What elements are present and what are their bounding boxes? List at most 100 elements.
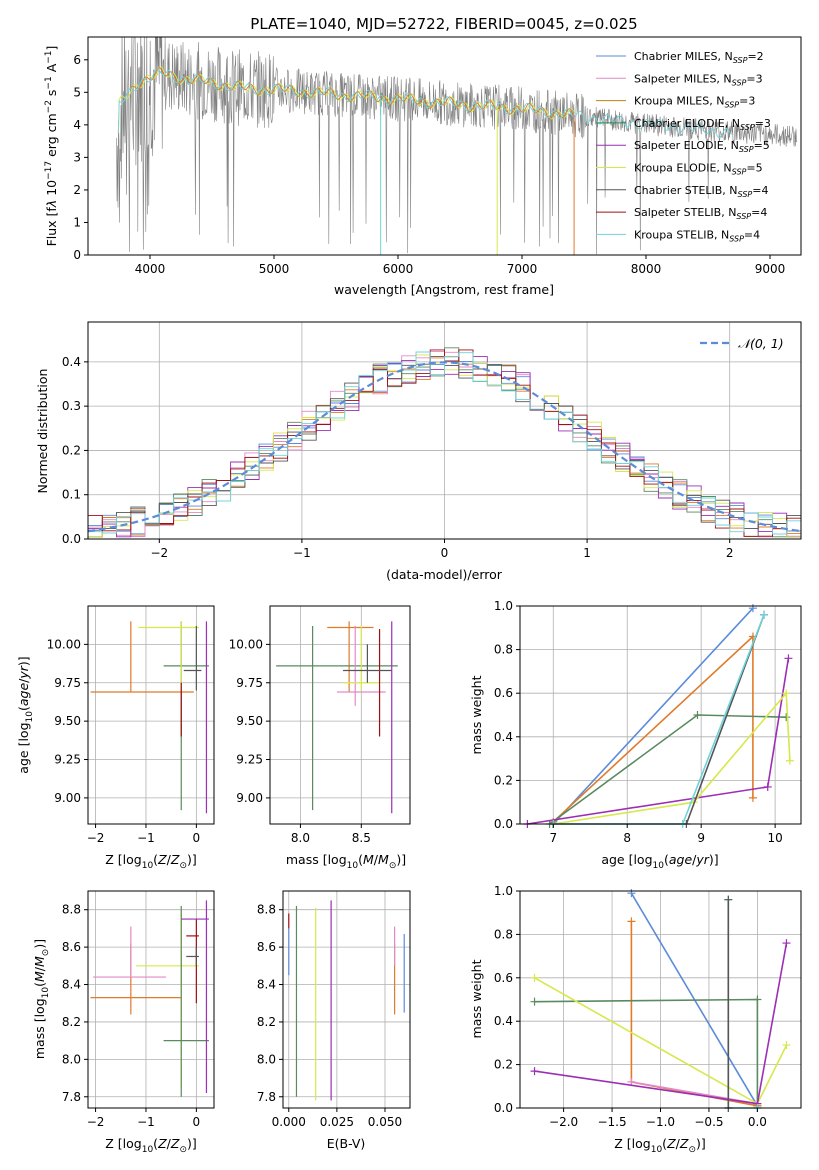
x-tick-label: 0.025 bbox=[320, 1115, 354, 1129]
massweight-vs-age-panel: 7 8 9 10 0.0 0.2 0.4 0.6 0.8 1.0 age [log10(age/y… bbox=[469, 599, 802, 871]
residuals-legend: 𝒩(0, 1) bbox=[700, 336, 784, 351]
mass-weight-line-green bbox=[534, 998, 759, 1108]
mass-weight-point-green bbox=[530, 997, 539, 1006]
x-tick-label: 8.0 bbox=[291, 831, 310, 845]
mass-weight-point-salpeter_elodie bbox=[530, 1067, 539, 1076]
mass-weight-point-orange bbox=[627, 917, 636, 926]
massweight-vs-age-grid bbox=[520, 605, 801, 825]
age-vs-mass-xlabel: mass [log10(M/M⊙)] bbox=[286, 852, 406, 871]
mass-weight-line-kroupa_stelib bbox=[727, 899, 758, 1109]
y-tick-label: 9.75 bbox=[54, 676, 81, 690]
massweight-vs-z-panel: −2.0 −1.5 −1.0 −0.5 0.0 0.0 0.2 0.4 0.6 0.8 1.0 Z … bbox=[469, 884, 802, 1155]
mass-vs-ebv-errorbars bbox=[288, 900, 405, 1101]
age-vs-z-axes-frame bbox=[87, 605, 215, 825]
y-tick-label: 8.0 bbox=[62, 1052, 81, 1066]
spectrum-clipped-group bbox=[116, 37, 798, 255]
x-tick-label: 7 bbox=[549, 831, 557, 845]
y-tick-label: 6 bbox=[73, 53, 81, 67]
y-tick-label: 8.8 bbox=[62, 903, 81, 917]
mass-vs-z-ylabel: mass [log10(M/M⊙)] bbox=[32, 939, 51, 1059]
x-tick-label: 2 bbox=[726, 546, 734, 560]
spectrum-ylabel: Flux [fλ 10−17 erg cm−2 s−1 A−1] bbox=[44, 46, 59, 247]
mass-weight-point-chabrier_stelib bbox=[724, 895, 733, 904]
age-vs-z-ticks: −2 −1 0 9.00 9.25 9.50 9.75 10.00 bbox=[47, 637, 201, 845]
mass-weight-line-orange bbox=[630, 921, 758, 1107]
y-tick-label: 0.2 bbox=[494, 773, 513, 787]
x-tick-label: −2 bbox=[87, 831, 105, 845]
legend-count: =3 bbox=[739, 95, 755, 108]
mass-vs-z-errorbars bbox=[90, 900, 209, 1097]
mass-weight-line-chabrier_miles bbox=[552, 607, 754, 825]
y-tick-label: 4 bbox=[73, 118, 81, 132]
mass-weight-line-green bbox=[549, 714, 787, 825]
x-tick-label: 6000 bbox=[383, 262, 414, 276]
legend-subscript: SSP bbox=[729, 234, 744, 243]
mass-vs-z-grid bbox=[88, 891, 214, 1108]
spectrum-title: PLATE=1040, MJD=52722, FIBERID=0045, z=0… bbox=[250, 15, 637, 33]
gaussian-legend-label: 𝒩(0, 1) bbox=[738, 336, 784, 351]
x-tick-label: 0 bbox=[193, 831, 201, 845]
legend-label-kroupa_miles: Kroupa MILES, NSSP=3 bbox=[634, 95, 755, 110]
mass-weight-point-salpeter_elodie bbox=[763, 782, 772, 791]
residuals-ticks: −2 −1 0 1 2 0.0 0.1 0.2 0.3 0.4 bbox=[62, 355, 734, 560]
age-vs-mass-panel: 8.0 8.5 9.00 9.25 9.50 9.75 10.00 mass [log10(… bbox=[229, 605, 411, 871]
mass-weight-point-kroupa_elodie bbox=[530, 973, 539, 982]
spectrum-panel: PLATE=1040, MJD=52722, FIBERID=0045, z=0… bbox=[44, 15, 802, 297]
x-tick-label: 0 bbox=[193, 1115, 201, 1129]
spectrum-legend: Chabrier MILES, NSSP=2 Salpeter MILES, NS… bbox=[596, 50, 771, 243]
age-vs-z-xlabel: Z [log10(Z/Z⊙)] bbox=[105, 852, 197, 871]
y-tick-label: 0.3 bbox=[62, 399, 81, 413]
x-tick-label: −0.5 bbox=[694, 1115, 723, 1129]
x-tick-label: 0 bbox=[441, 546, 449, 560]
x-tick-label: 9000 bbox=[755, 262, 786, 276]
age-vs-mass-axes-frame bbox=[269, 605, 411, 825]
legend-count: =4 bbox=[751, 206, 767, 219]
y-tick-label: 7.8 bbox=[62, 1090, 81, 1104]
age-vs-mass-grid bbox=[270, 606, 410, 824]
age-vs-mass-ticks: 8.0 8.5 9.00 9.25 9.50 9.75 10.00 bbox=[229, 637, 371, 845]
massweight-vs-z-ylabel: mass weight bbox=[469, 959, 484, 1038]
y-tick-label: 9.00 bbox=[54, 791, 81, 805]
massweight-vs-age-lines bbox=[523, 604, 794, 828]
x-tick-label: −1 bbox=[137, 831, 155, 845]
y-tick-label: 5 bbox=[73, 85, 81, 99]
age-vs-z-grid bbox=[88, 606, 214, 824]
y-tick-label: 0.0 bbox=[494, 1101, 513, 1115]
y-tick-label: 8.2 bbox=[62, 1015, 81, 1029]
spectrum-xlabel: wavelength [Angstrom, rest frame] bbox=[334, 282, 554, 297]
x-tick-label: −2.0 bbox=[549, 1115, 578, 1129]
age-vs-z-errorbars bbox=[90, 621, 209, 814]
x-tick-label: 8 bbox=[623, 831, 631, 845]
legend-count: =4 bbox=[744, 228, 760, 241]
y-tick-label: 1.0 bbox=[494, 884, 513, 898]
age-vs-z-panel: −2 −1 0 9.00 9.25 9.50 9.75 10.00 Z [log10(Z/Z⊙… bbox=[16, 605, 215, 871]
massweight-vs-z-ticks: −2.0 −1.5 −1.0 −0.5 0.0 0.0 0.2 0.4 0.6 0.8 1.0 bbox=[494, 884, 767, 1129]
residual-histogram-salpeter_stelib bbox=[88, 349, 801, 537]
x-tick-label: 5000 bbox=[259, 262, 290, 276]
x-tick-label: 4000 bbox=[135, 262, 166, 276]
legend-label-salpeter_elodie: Salpeter ELODIE, NSSP=5 bbox=[634, 139, 770, 154]
y-tick-label: 1 bbox=[73, 215, 81, 229]
mass-weight-point-orange bbox=[748, 793, 757, 802]
y-tick-label: 0.0 bbox=[494, 817, 513, 831]
y-tick-label: 3 bbox=[73, 150, 81, 164]
spectrum-axes-frame bbox=[87, 36, 802, 256]
mass-vs-z-xlabel: Z [log10(Z/Z⊙)] bbox=[105, 1136, 197, 1155]
y-tick-label: 0.2 bbox=[62, 443, 81, 457]
x-tick-label: −2 bbox=[150, 546, 168, 560]
y-tick-label: 2 bbox=[73, 183, 81, 197]
y-tick-label: 0.1 bbox=[62, 488, 81, 502]
x-tick-label: 9 bbox=[697, 831, 705, 845]
mass-vs-ebv-axes-frame bbox=[282, 890, 411, 1109]
residuals-panel: −2 −1 0 1 2 0.0 0.1 0.2 0.3 0.4 (data-model)/erro… bbox=[35, 321, 802, 582]
x-tick-label: −2 bbox=[87, 1115, 105, 1129]
residuals-histograms bbox=[88, 347, 801, 538]
observed-spectrum-line bbox=[116, 37, 798, 255]
x-tick-label: 8000 bbox=[631, 262, 662, 276]
residuals-clipped-group bbox=[88, 347, 801, 538]
mass-weight-line-salpeter_elodie bbox=[527, 658, 790, 825]
mass-vs-ebv-ticks: 0.000 0.025 0.050 7.8 8.0 8.2 8.4 8.6 8.8 bbox=[257, 903, 402, 1129]
mass-weight-point-salpeter_elodie bbox=[784, 654, 793, 663]
y-tick-label: 1.0 bbox=[494, 599, 513, 613]
y-tick-label: 9.75 bbox=[236, 676, 263, 690]
